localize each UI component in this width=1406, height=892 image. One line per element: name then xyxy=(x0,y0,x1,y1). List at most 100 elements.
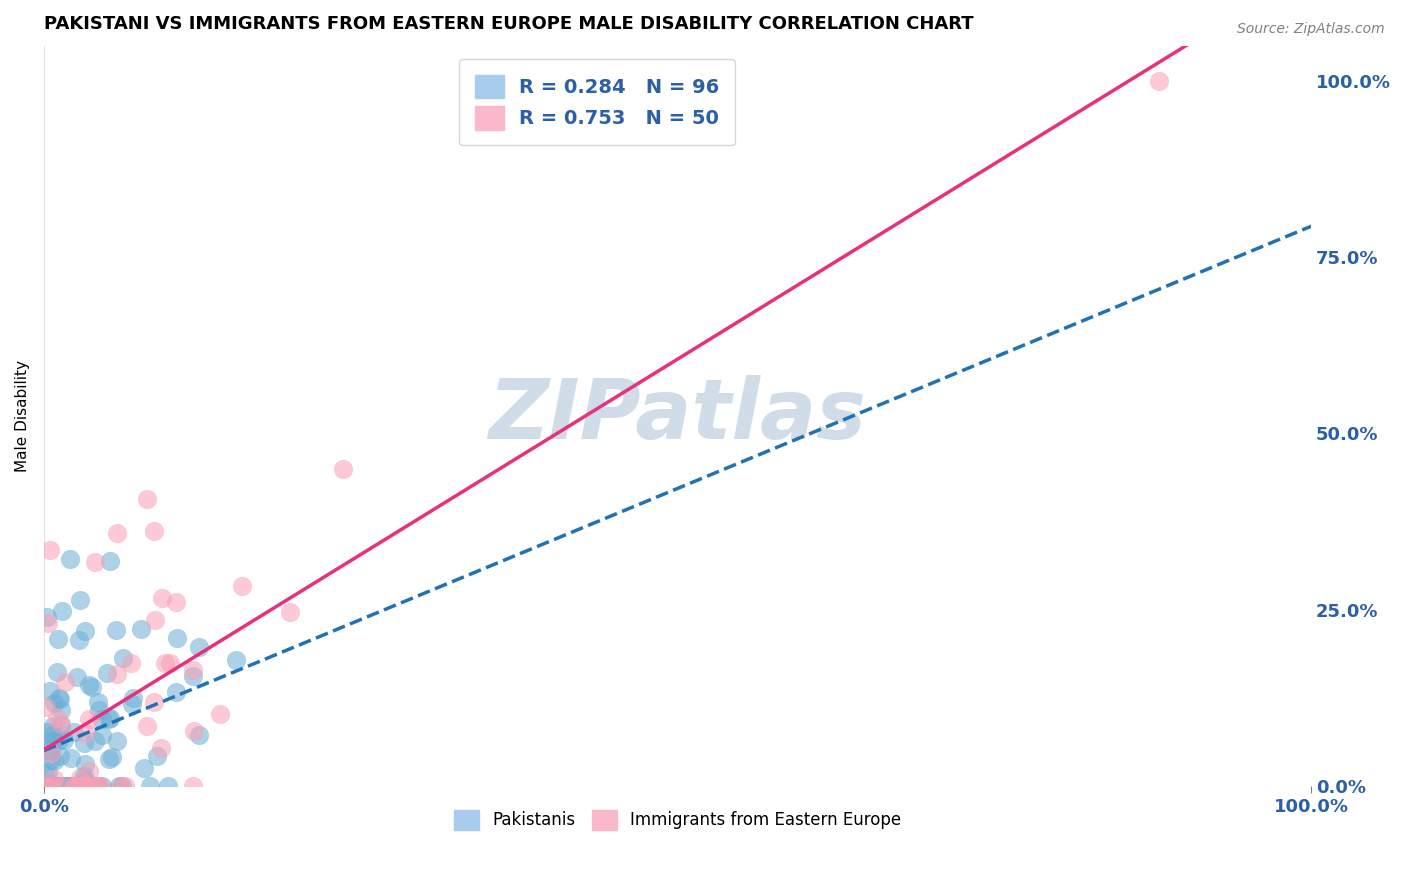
Point xyxy=(73,736,96,750)
Point xyxy=(41,754,63,768)
Point xyxy=(45,711,67,725)
Point xyxy=(166,631,188,645)
Point xyxy=(98,752,121,766)
Point xyxy=(105,734,128,748)
Point xyxy=(69,771,91,785)
Point xyxy=(91,728,114,742)
Point xyxy=(55,779,77,793)
Point xyxy=(75,775,97,789)
Point xyxy=(278,606,301,620)
Text: ZIPatlas: ZIPatlas xyxy=(488,376,866,456)
Text: PAKISTANI VS IMMIGRANTS FROM EASTERN EUROPE MALE DISABILITY CORRELATION CHART: PAKISTANI VS IMMIGRANTS FROM EASTERN EUR… xyxy=(44,15,973,33)
Point xyxy=(44,732,66,747)
Point xyxy=(80,680,103,694)
Point xyxy=(39,779,62,793)
Point xyxy=(63,779,86,793)
Point xyxy=(83,555,105,569)
Point xyxy=(65,779,87,793)
Point xyxy=(183,669,205,683)
Point xyxy=(165,595,187,609)
Point xyxy=(49,692,72,706)
Point xyxy=(114,779,136,793)
Point xyxy=(73,779,96,793)
Point xyxy=(42,697,65,711)
Point xyxy=(77,678,100,692)
Point xyxy=(37,779,59,793)
Point xyxy=(39,743,62,757)
Point xyxy=(73,624,96,639)
Point xyxy=(42,772,65,786)
Point xyxy=(46,665,69,680)
Point xyxy=(101,749,124,764)
Point xyxy=(181,663,204,677)
Point xyxy=(35,610,58,624)
Point xyxy=(90,712,112,726)
Point xyxy=(188,728,211,742)
Point xyxy=(59,750,82,764)
Text: Source: ZipAtlas.com: Source: ZipAtlas.com xyxy=(1237,22,1385,37)
Point xyxy=(67,779,90,793)
Point xyxy=(62,779,84,793)
Point xyxy=(75,779,97,793)
Point xyxy=(34,779,56,793)
Point xyxy=(35,724,58,739)
Point xyxy=(73,769,96,783)
Point xyxy=(73,726,96,740)
Point xyxy=(98,554,121,568)
Point xyxy=(60,779,83,793)
Point xyxy=(90,779,112,793)
Point xyxy=(181,779,204,793)
Point xyxy=(98,711,121,725)
Point xyxy=(76,779,98,793)
Point xyxy=(150,591,173,605)
Point xyxy=(53,733,76,747)
Point xyxy=(48,733,70,747)
Point xyxy=(142,524,165,538)
Point xyxy=(42,779,65,793)
Point xyxy=(41,779,63,793)
Point xyxy=(66,670,89,684)
Legend: Pakistanis, Immigrants from Eastern Europe: Pakistanis, Immigrants from Eastern Euro… xyxy=(447,803,908,837)
Point xyxy=(136,719,159,733)
Point xyxy=(38,777,60,791)
Point xyxy=(42,779,65,793)
Point xyxy=(76,779,98,793)
Point xyxy=(37,779,59,793)
Point xyxy=(98,712,121,726)
Point xyxy=(46,632,69,646)
Point xyxy=(96,666,118,681)
Point xyxy=(112,650,135,665)
Point xyxy=(153,656,176,670)
Point xyxy=(87,779,110,793)
Point xyxy=(58,779,80,793)
Point xyxy=(42,754,65,768)
Point xyxy=(107,667,129,681)
Point xyxy=(35,779,58,793)
Point xyxy=(53,779,76,793)
Point xyxy=(38,743,60,757)
Point xyxy=(48,779,70,793)
Point xyxy=(37,779,59,793)
Point xyxy=(79,764,101,778)
Point xyxy=(87,695,110,709)
Point xyxy=(121,697,143,711)
Point xyxy=(77,712,100,726)
Point xyxy=(231,579,253,593)
Point xyxy=(48,691,70,706)
Point xyxy=(157,779,180,793)
Point xyxy=(41,746,63,760)
Point xyxy=(34,779,56,793)
Point xyxy=(146,748,169,763)
Point xyxy=(52,779,75,793)
Point xyxy=(51,779,73,793)
Point xyxy=(139,779,162,793)
Point xyxy=(69,592,91,607)
Point xyxy=(65,779,87,793)
Point xyxy=(39,543,62,558)
Point xyxy=(84,734,107,748)
Point xyxy=(35,779,58,793)
Point xyxy=(89,779,111,793)
Point xyxy=(122,691,145,706)
Point xyxy=(49,779,72,793)
Point xyxy=(136,491,159,506)
